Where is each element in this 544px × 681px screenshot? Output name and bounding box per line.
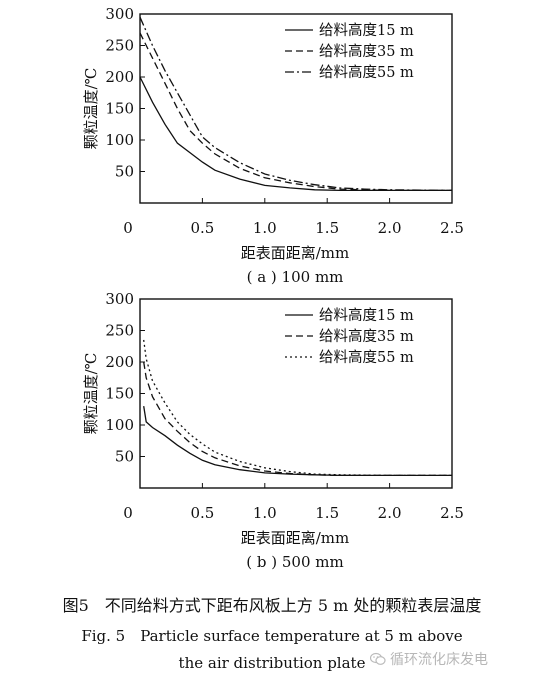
chart-b-x-tick-label: 2.5 bbox=[440, 504, 464, 522]
chart-b-plot-frame bbox=[139, 298, 453, 489]
chart-b-x-axis-label: 距表面距离/mm bbox=[241, 529, 350, 547]
figure-caption-english-line2: the air distribution plate bbox=[178, 654, 366, 672]
chart-a-x-tick-label: 0.5 bbox=[190, 219, 214, 237]
chart-a-y-tick-label: 300 bbox=[105, 5, 134, 23]
chart-a-y-tick-label: 250 bbox=[105, 37, 134, 55]
chart-a-y-tick-label: 150 bbox=[105, 100, 134, 118]
chart-a-series-line-2 bbox=[139, 32, 452, 192]
chart-a-subtitle: ( a ) 100 mm bbox=[247, 268, 344, 286]
chart-b-series-line-2 bbox=[143, 361, 452, 477]
figure-caption-chinese: 图5 不同给料方式下距布风板上方 5 m 处的颗粒表层温度 bbox=[62, 596, 482, 615]
chart-a-y-tick-label: 200 bbox=[105, 68, 134, 86]
watermark: 循环流化床发电 bbox=[370, 649, 488, 669]
chart-b-x-tick-label: 0.5 bbox=[190, 504, 214, 522]
chart-panel-b: 50 100 150 200 250 300 0 0.5 1.0 1.5 2.0 2.5 距表面距离/m… bbox=[0, 285, 544, 575]
chart-b-y-tick-label: 250 bbox=[105, 322, 134, 340]
chart-b-svg: 50 100 150 200 250 300 0 0.5 1.0 1.5 2.0 2.5 距表面距离/m… bbox=[82, 290, 464, 571]
chart-a-x-tick-label: 0 bbox=[123, 219, 133, 237]
chart-b-y-tick-label: 50 bbox=[115, 448, 134, 466]
chart-a-series-line-3 bbox=[139, 16, 453, 192]
watermark-text: 循环流化床发电 bbox=[390, 652, 488, 668]
chart-a-legend-label-1: 给料高度15 m bbox=[319, 22, 414, 39]
chart-a-y-tick-label: 50 bbox=[115, 163, 134, 181]
chart-b-y-tick-label: 300 bbox=[105, 290, 134, 308]
chart-a-x-tick-label: 2.0 bbox=[378, 219, 402, 237]
chart-a-x-tick-label: 1.0 bbox=[253, 219, 277, 237]
chart-a-y-axis-label: 颗粒温度/℃ bbox=[82, 68, 100, 150]
chart-a-legend-label-2: 给料高度35 m bbox=[319, 43, 414, 60]
chart-b-y-tick-label: 100 bbox=[105, 416, 134, 434]
chart-b-x-tick-label: 0 bbox=[123, 504, 133, 522]
chart-a-series-line-1 bbox=[139, 76, 452, 192]
chart-a-svg: 50 100 150 200 250 300 0 0.5 1.0 1.5 2.0 2.5 距表面距离/m… bbox=[82, 5, 464, 286]
chart-b-x-tick-label: 1.0 bbox=[253, 504, 277, 522]
chart-b-y-axis-label: 颗粒温度/℃ bbox=[82, 353, 100, 435]
chart-b-legend-label-2: 给料高度35 m bbox=[319, 328, 414, 345]
chart-b-x-tick-label: 2.0 bbox=[378, 504, 402, 522]
chart-a-x-axis-label: 距表面距离/mm bbox=[241, 244, 350, 262]
chart-b-x-tick-label: 1.5 bbox=[315, 504, 339, 522]
chart-a-x-tick-label: 2.5 bbox=[440, 219, 464, 237]
chart-b-series-line-3 bbox=[143, 339, 452, 477]
chart-a-x-tick-label: 1.5 bbox=[315, 219, 339, 237]
chart-a-legend-label-3: 给料高度55 m bbox=[319, 64, 414, 81]
figure-caption-english-line1: Fig. 5 Particle surface temperature at 5… bbox=[81, 627, 463, 645]
wechat-logo-icon bbox=[370, 652, 386, 665]
chart-b-legend-label-3: 给料高度55 m bbox=[319, 349, 414, 366]
chart-panel-a: 50 100 150 200 250 300 0 0.5 1.0 1.5 2.0 2.5 距表面距离/m… bbox=[0, 0, 544, 290]
chart-b-legend-label-1: 给料高度15 m bbox=[319, 307, 414, 324]
chart-b-y-tick-label: 150 bbox=[105, 385, 134, 403]
chart-b-subtitle: ( b ) 500 mm bbox=[246, 553, 343, 571]
chart-b-series-line-1 bbox=[143, 405, 452, 477]
chart-b-y-tick-label: 200 bbox=[105, 353, 134, 371]
chart-a-y-tick-label: 100 bbox=[105, 131, 134, 149]
